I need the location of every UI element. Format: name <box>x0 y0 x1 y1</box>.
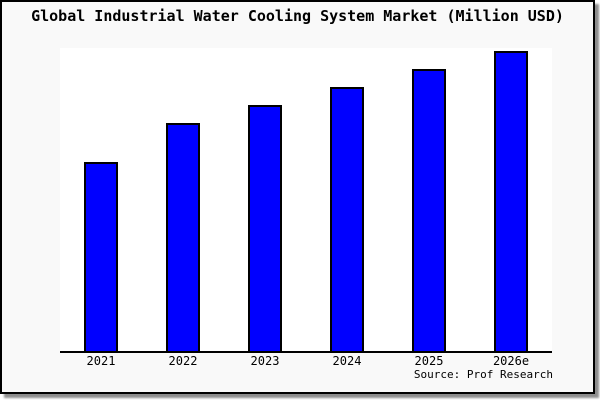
bar-2025 <box>412 69 446 351</box>
bar-slot <box>224 48 306 351</box>
bar-2026e <box>494 51 528 351</box>
x-tick-label-2026e: 2026e <box>492 354 530 368</box>
x-tick-label-2023: 2023 <box>250 354 280 368</box>
x-tick-label-2024: 2024 <box>332 354 362 368</box>
chart-canvas: Global Industrial Water Cooling System M… <box>0 0 595 394</box>
x-tick-label-2021: 2021 <box>86 354 116 368</box>
bar-slot <box>60 48 142 351</box>
bar-2021 <box>84 162 118 351</box>
source-note: Source: Prof Research <box>413 368 553 381</box>
bar-slot <box>470 48 552 351</box>
x-tick-label-2022: 2022 <box>168 354 198 368</box>
bar-2022 <box>166 123 200 351</box>
x-tick-label-2025: 2025 <box>414 354 444 368</box>
plot-area <box>60 48 552 353</box>
chart-title: Global Industrial Water Cooling System M… <box>31 7 564 25</box>
bar-2024 <box>330 87 364 351</box>
bar-slot <box>306 48 388 351</box>
bar-slot <box>142 48 224 351</box>
x-axis-labels: 2021 2022 2023 2024 2025 2026e <box>60 354 552 368</box>
bars-container <box>60 48 552 351</box>
bar-slot <box>388 48 470 351</box>
bar-2023 <box>248 105 282 351</box>
